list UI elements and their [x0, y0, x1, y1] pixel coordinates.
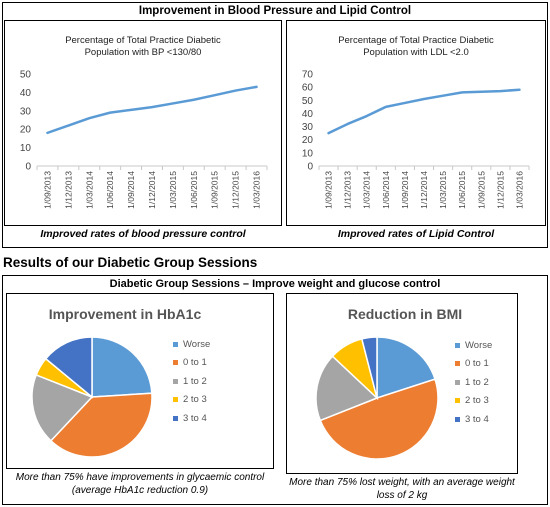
- legend-swatch: [455, 416, 460, 422]
- pie-slice: [91, 336, 153, 398]
- bp-caption: Improved rates of blood pressure control: [40, 228, 246, 240]
- legend-label: 1 to 2: [465, 376, 489, 388]
- series-line: [327, 88, 521, 135]
- x-tick-label: 1/12/2013: [63, 171, 73, 209]
- legend-swatch: [173, 378, 178, 384]
- legend-item: 0 to 1: [455, 355, 492, 374]
- bp-chart-title: Percentage of Total Practice Diabetic Po…: [65, 35, 221, 58]
- x-tick-label: 1/12/2013: [343, 171, 353, 209]
- bmi-legend: Worse 0 to 1 1 to 2 2 to 3 3 to 4: [455, 336, 492, 429]
- legend-item: 3 to 4: [455, 410, 492, 429]
- y-tick-label: 40: [302, 109, 314, 120]
- x-tick-label: 1/06/2014: [105, 171, 115, 209]
- legend-item: 2 to 3: [173, 391, 210, 410]
- ldl-chart-panel: Percentage of Total Practice Diabetic Po…: [286, 20, 546, 226]
- x-tick-label: 1/12/2015: [495, 171, 505, 209]
- legend-swatch: [173, 415, 178, 421]
- legend-item: 0 to 1: [173, 354, 210, 373]
- legend-item: 3 to 4: [173, 409, 210, 428]
- x-tick-label: 1/03/2016: [252, 171, 262, 209]
- legend-label: 0 to 1: [465, 358, 489, 370]
- x-tick-label: 1/03/2014: [362, 171, 372, 209]
- bmi-pie-title: Reduction in BMI: [347, 306, 463, 322]
- y-tick-label: 0: [307, 162, 313, 173]
- pie-slice: [360, 336, 378, 399]
- series-line: [46, 85, 258, 135]
- legend-label: Worse: [183, 338, 211, 350]
- y-tick-label: 40: [20, 88, 32, 99]
- hba1c-legend: Worse 0 to 1 1 to 2 2 to 3 3 to 4: [173, 335, 210, 428]
- legend-swatch: [455, 342, 460, 348]
- bp-line-chart: 0 10 20 30 40 50 1/09/2013 1/12/2013 1/03/2014 1/…: [20, 70, 268, 209]
- ldl-line-chart: 0 10 20 30 40 50 60 70 1/09/2013 1/12/2013 1/03/20…: [302, 70, 530, 209]
- legend-label: Worse: [465, 339, 493, 351]
- pie-slice: [315, 355, 379, 422]
- y-tick-label: 10: [302, 148, 314, 159]
- legend-swatch: [173, 360, 178, 366]
- legend-item: 1 to 2: [455, 373, 492, 392]
- bp-chart-panel: Percentage of Total Practice Diabetic Po…: [4, 20, 282, 226]
- legend-label: 2 to 3: [183, 394, 207, 406]
- y-tick-label: 50: [302, 96, 314, 107]
- y-tick-label: 30: [302, 122, 314, 133]
- y-tick-label: 0: [25, 162, 31, 173]
- x-tick-label: 1/09/2014: [126, 171, 136, 209]
- bmi-pie-chart: [315, 336, 439, 460]
- legend-label: 3 to 4: [183, 412, 207, 424]
- x-tick-label: 1/09/2014: [400, 171, 410, 209]
- x-tick-label: 1/12/2014: [147, 171, 157, 209]
- y-tick-label: 20: [302, 135, 314, 146]
- x-tick-label: 1/03/2015: [168, 171, 178, 209]
- x-tick-label: 1/09/2013: [324, 171, 334, 209]
- y-tick-label: 70: [302, 70, 314, 81]
- x-tick-label: 1/03/2015: [438, 171, 448, 209]
- hba1c-caption: More than 75% have improvements in glyca…: [15, 472, 265, 496]
- section-heading: Results of our Diabetic Group Sessions: [3, 255, 258, 270]
- legend-swatch: [173, 341, 178, 347]
- x-tick-label: 1/12/2015: [231, 171, 241, 209]
- x-tick-label: 1/09/2013: [42, 171, 52, 209]
- pie-slice: [49, 392, 153, 458]
- legend-item: Worse: [173, 335, 210, 354]
- pie-slice: [44, 336, 93, 399]
- legend-label: 1 to 2: [183, 375, 207, 387]
- ldl-caption: Improved rates of Lipid Control: [337, 228, 495, 240]
- legend-label: 3 to 4: [465, 413, 489, 425]
- pie-slice: [319, 378, 439, 460]
- legend-swatch: [455, 361, 460, 367]
- legend-swatch: [455, 398, 460, 404]
- hba1c-pie-title: Improvement in HbA1c: [48, 306, 202, 322]
- legend-label: 2 to 3: [465, 395, 489, 407]
- y-tick-label: 20: [20, 125, 32, 136]
- x-tick-label: 1/06/2015: [457, 171, 467, 209]
- group-sessions-frame: [2, 275, 548, 505]
- x-tick-label: 1/03/2016: [514, 171, 524, 209]
- y-tick-label: 10: [20, 143, 32, 154]
- group-banner: Diabetic Group Sessions – Improve weight…: [109, 278, 441, 290]
- x-tick-label: 1/09/2015: [476, 171, 486, 209]
- legend-item: 1 to 2: [173, 372, 210, 391]
- x-tick-label: 1/06/2014: [381, 171, 391, 209]
- hba1c-pie-chart: [31, 336, 153, 458]
- x-tick-label: 1/06/2015: [189, 171, 199, 209]
- x-tick-label: 1/12/2014: [419, 171, 429, 209]
- legend-item: Worse: [455, 336, 492, 355]
- ldl-chart-title: Percentage of Total Practice Diabetic Po…: [338, 35, 494, 58]
- legend-swatch: [173, 397, 178, 403]
- legend-swatch: [455, 379, 460, 385]
- x-tick-label: 1/03/2014: [84, 171, 94, 209]
- x-tick-label: 1/09/2015: [210, 171, 220, 209]
- legend-label: 0 to 1: [183, 357, 207, 369]
- hba1c-pie-panel: Improvement in HbA1c Worse 0 to 1 1 to 2 2 …: [6, 293, 274, 469]
- top-banner: Improvement in Blood Pressure and Lipid …: [138, 5, 412, 17]
- bmi-pie-panel: Reduction in BMI Worse 0 to 1 1 to 2 2 to 3…: [286, 293, 518, 474]
- legend-item: 2 to 3: [455, 392, 492, 411]
- bmi-caption: More than 75% lost weight, with an avera…: [289, 477, 515, 501]
- y-tick-label: 50: [20, 70, 32, 81]
- y-tick-label: 60: [302, 83, 314, 94]
- bp-lipid-frame: [2, 2, 548, 248]
- y-tick-label: 30: [20, 106, 32, 117]
- pie-slice: [376, 336, 436, 400]
